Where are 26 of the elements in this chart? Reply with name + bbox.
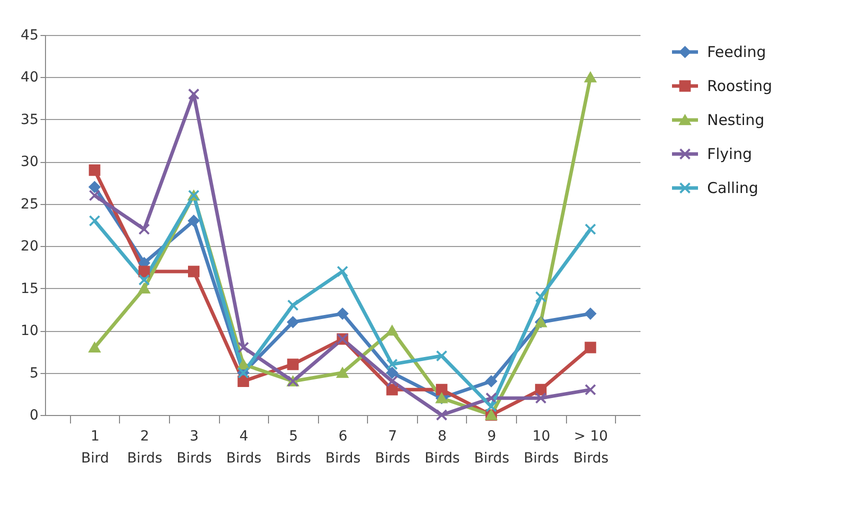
y-tick-label: 35 (20, 112, 38, 128)
x-tick-label: 1 Bird (81, 428, 110, 466)
y-tick-label: 0 (30, 408, 38, 424)
x-tick-label: 5 Birds (276, 428, 312, 466)
y-tick-label: 15 (20, 280, 38, 297)
x-tick-label: 8 Birds (424, 428, 460, 466)
y-tick-label: 30 (20, 154, 38, 170)
legend-label: Nesting (707, 111, 764, 129)
y-tick-label: 20 (20, 238, 38, 255)
x-tick-label: 6 Birds (325, 428, 361, 466)
legend-label: Flying (707, 145, 752, 163)
y-tick-label: 10 (20, 323, 38, 340)
y-tick-label: 40 (20, 70, 38, 86)
y-tick-label: 5 (30, 365, 38, 382)
legend-label: Roosting (707, 77, 772, 95)
y-tick-label: 25 (20, 196, 38, 212)
x-tick-label: > 10 Birds (573, 428, 609, 466)
x-tick-label: 9 Birds (474, 428, 510, 466)
x-tick-label: 2 Birds (127, 428, 162, 466)
legend-label: Feeding (707, 43, 766, 61)
x-tick-label: 4 Birds (226, 428, 262, 466)
legend-label: Calling (707, 179, 758, 197)
y-tick-label: 45 (20, 28, 38, 44)
x-tick-label: 10 Birds (524, 428, 559, 466)
x-tick-label: 3 Birds (176, 428, 212, 466)
x-tick-label: 7 Birds (374, 428, 410, 466)
